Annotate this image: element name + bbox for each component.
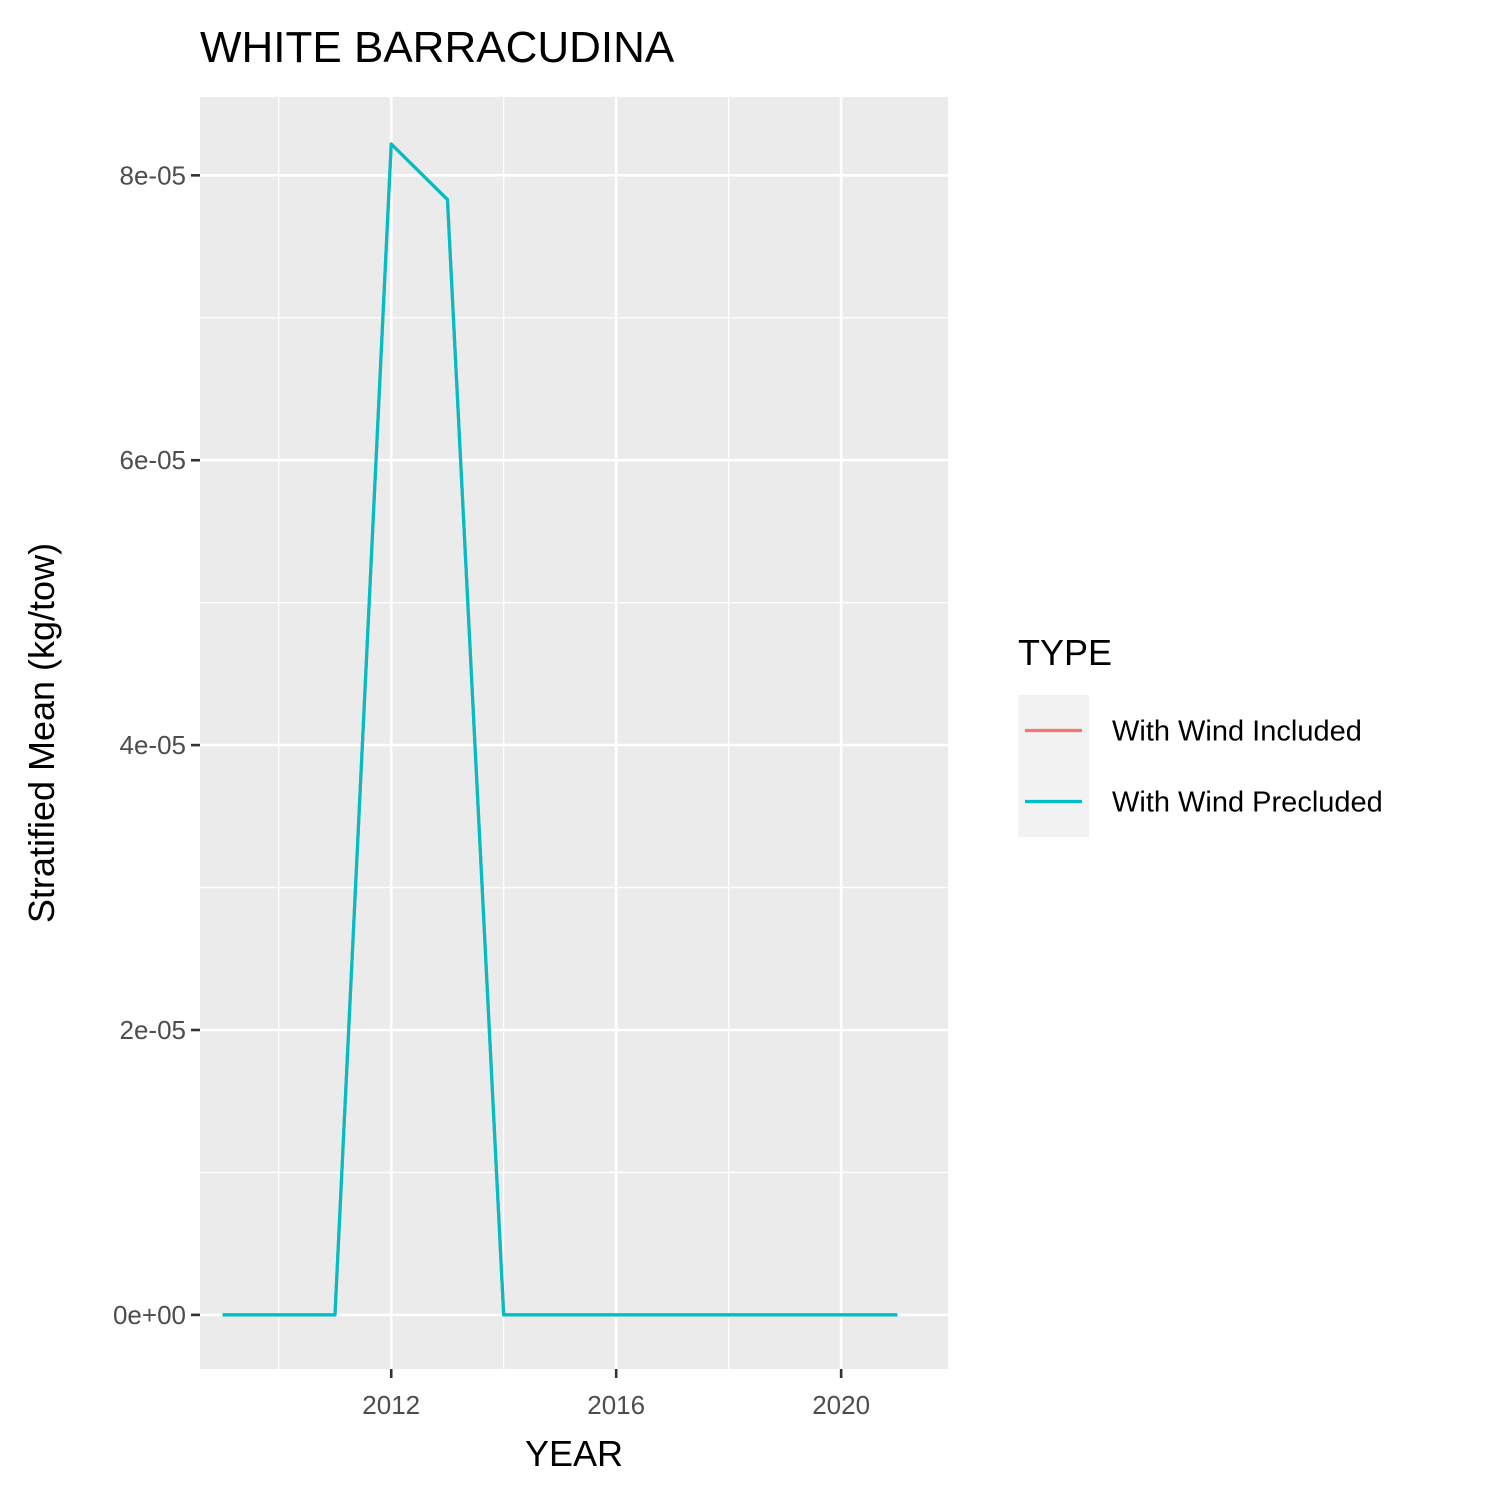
y-axis-title: Stratified Mean (kg/tow) bbox=[21, 543, 62, 923]
y-tick-label: 2e-05 bbox=[120, 1015, 187, 1045]
minor-gridlines bbox=[200, 97, 948, 1369]
y-tick-label: 4e-05 bbox=[120, 730, 187, 760]
legend-label: With Wind Included bbox=[1112, 716, 1362, 748]
plot-panel bbox=[200, 97, 948, 1369]
major-gridlines bbox=[200, 97, 948, 1369]
x-tick-label: 2016 bbox=[587, 1390, 645, 1420]
chart-title: WHITE BARRACUDINA bbox=[200, 23, 675, 72]
legend-entries: With Wind Included With Wind Precluded bbox=[1018, 695, 1383, 837]
x-axis: 2012 2016 2020 bbox=[362, 1369, 870, 1420]
series-line bbox=[222, 142, 898, 1317]
legend-title: TYPE bbox=[1018, 632, 1112, 673]
legend: TYPE With Wind Included With Wind Preclud… bbox=[1018, 632, 1383, 837]
x-tick-label: 2020 bbox=[812, 1390, 870, 1420]
y-axis: 0e+00 2e-05 4e-05 6e-05 8e-05 bbox=[113, 160, 200, 1330]
x-tick-label: 2012 bbox=[362, 1390, 420, 1420]
x-axis-title: YEAR bbox=[525, 1433, 623, 1474]
y-tick-label: 0e+00 bbox=[113, 1300, 186, 1330]
y-tick-label: 8e-05 bbox=[120, 160, 187, 190]
legend-label: With Wind Precluded bbox=[1112, 787, 1383, 819]
series-layer bbox=[222, 142, 898, 1317]
y-tick-label: 6e-05 bbox=[120, 445, 187, 475]
